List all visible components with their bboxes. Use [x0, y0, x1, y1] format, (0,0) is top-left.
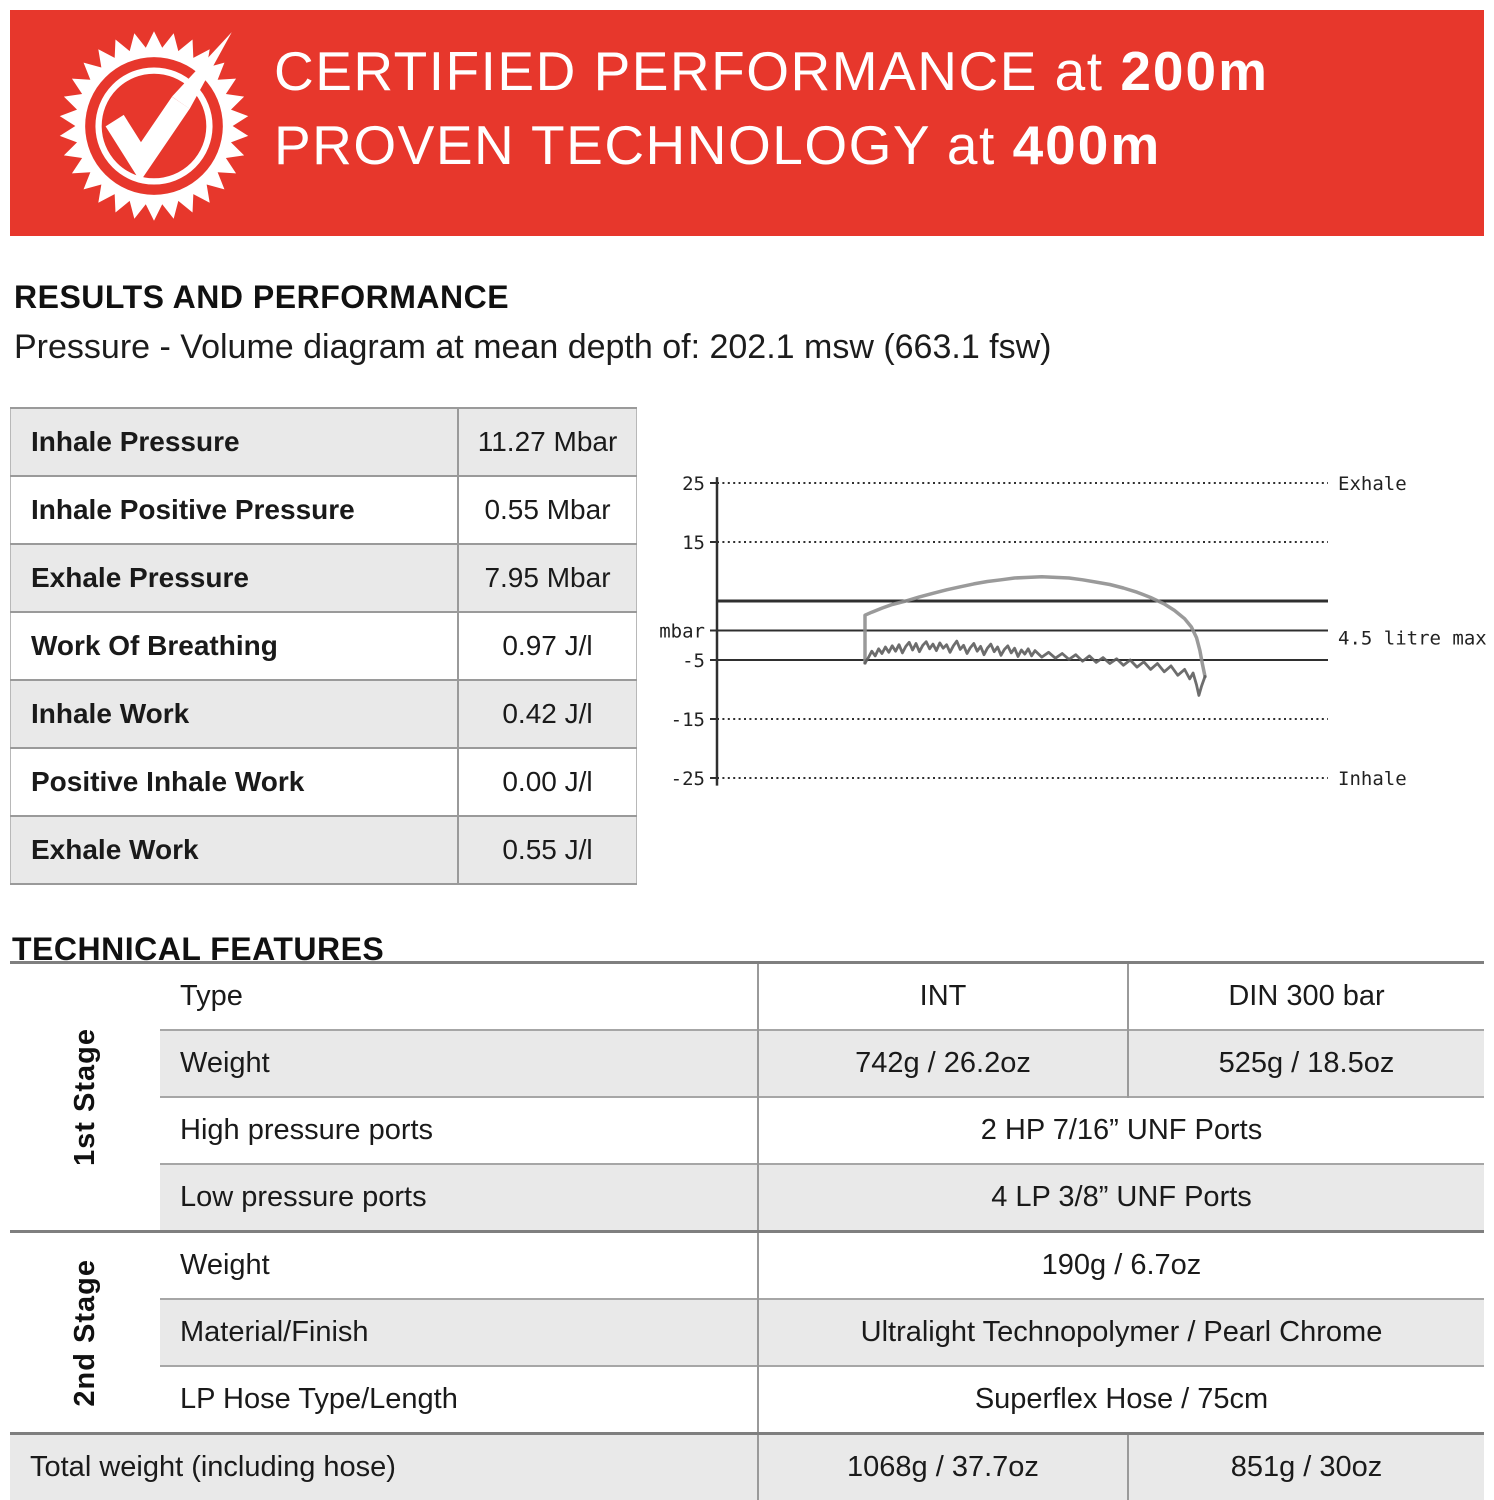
technical-heading: TECHNICAL FEATURES: [12, 930, 385, 967]
hp-ports-value: 2 HP 7/16” UNF Ports: [758, 1096, 1484, 1164]
row-label: LP Hose Type/Length: [160, 1365, 759, 1434]
svg-text:-5: -5: [682, 650, 705, 672]
table-row: Exhale Work 0.55 J/l: [10, 815, 637, 884]
table-row: High pressure ports 2 HP 7/16” UNF Ports: [10, 1096, 1484, 1164]
table-row: Low pressure ports 4 LP 3/8” UNF Ports: [10, 1163, 1484, 1232]
row-label: Weight: [160, 1230, 759, 1299]
row-value: 7.95 Mbar: [458, 543, 637, 612]
total-int-value: 1068g / 37.7oz: [758, 1432, 1129, 1500]
row-label: Positive Inhale Work: [10, 747, 459, 816]
technical-features-table: 1st Stage Type INT DIN 300 bar Weight 74…: [10, 961, 1484, 1500]
table-row: Exhale Pressure 7.95 Mbar: [10, 543, 637, 612]
svg-text:25: 25: [682, 473, 705, 495]
hose-value: Superflex Hose / 75cm: [758, 1365, 1484, 1434]
banner-line-2-text: PROVEN TECHNOLOGY at: [274, 114, 1013, 176]
table-row: LP Hose Type/Length Superflex Hose / 75c…: [10, 1365, 1484, 1434]
row-value: 0.42 J/l: [458, 679, 637, 748]
svg-text:-25: -25: [671, 768, 705, 790]
row-label: Inhale Pressure: [10, 408, 459, 476]
banner-line-1-text: CERTIFIED PERFORMANCE at: [274, 40, 1121, 102]
table-row: Total weight (including hose) 1068g / 37…: [10, 1432, 1484, 1500]
row-label: Weight: [160, 1029, 759, 1097]
row-label: Exhale Work: [10, 815, 459, 884]
svg-text:4.5 litre max: 4.5 litre max: [1338, 628, 1487, 650]
stage2-label: 2nd Stage: [68, 1258, 101, 1407]
weight1-int-value: 742g / 26.2oz: [758, 1029, 1129, 1097]
svg-text:-15: -15: [671, 709, 705, 731]
lp-ports-value: 4 LP 3/8” UNF Ports: [758, 1163, 1484, 1232]
banner-line-2: PROVEN TECHNOLOGY at 400m: [274, 108, 1269, 182]
row-label: High pressure ports: [160, 1096, 759, 1164]
svg-text:15: 15: [682, 532, 705, 554]
results-heading: RESULTS AND PERFORMANCE: [14, 279, 510, 316]
svg-text:Exhale: Exhale: [1338, 473, 1407, 495]
results-table: Inhale Pressure 11.27 Mbar Inhale Positi…: [10, 407, 637, 885]
type-int-value: INT: [758, 962, 1129, 1030]
table-row: Inhale Positive Pressure 0.55 Mbar: [10, 475, 637, 544]
row-label: Inhale Positive Pressure: [10, 475, 459, 544]
banner-line-1-depth: 200m: [1120, 40, 1269, 102]
type-din-value: DIN 300 bar: [1228, 980, 1385, 1012]
row-label: Type: [160, 962, 759, 1030]
stage1-header: 1st Stage: [10, 962, 160, 1232]
stage1-label: 1st Stage: [68, 1028, 101, 1166]
row-label: Inhale Work: [10, 679, 459, 748]
table-row: Weight 742g / 26.2oz 525g / 18.5oz: [10, 1029, 1484, 1097]
material-value: Ultralight Technopolymer / Pearl Chrome: [758, 1298, 1484, 1366]
certified-checkmark-seal-icon: [59, 31, 249, 221]
row-label: Material/Finish: [160, 1298, 759, 1366]
table-row: Inhale Work 0.42 J/l: [10, 679, 637, 748]
table-row: Work Of Breathing 0.97 J/l: [10, 611, 637, 680]
weight2-value: 190g / 6.7oz: [758, 1230, 1484, 1299]
row-value: 0.55 J/l: [458, 815, 637, 884]
row-label: Work Of Breathing: [10, 611, 459, 680]
row-value: 0.00 J/l: [458, 747, 637, 816]
weight1-din-value: 525g / 18.5oz: [1128, 1029, 1484, 1097]
stage2-header: 2nd Stage: [10, 1230, 160, 1434]
table-row: 2nd Stage Weight 190g / 6.7oz: [10, 1230, 1484, 1434]
pressure-volume-chart: 25 15 mbar -5 -15 -25 Exhale 4.5 litre max Inhal…: [660, 473, 1487, 790]
table-row: Inhale Pressure 11.27 Mbar: [10, 408, 637, 476]
table-row: 1st Stage Type INT DIN 300 bar: [10, 962, 1484, 1232]
banner-line-2-depth: 400m: [1012, 114, 1162, 176]
row-label: Exhale Pressure: [10, 543, 459, 612]
svg-text:mbar: mbar: [660, 621, 705, 643]
table-row: Positive Inhale Work 0.00 J/l: [10, 747, 637, 816]
table-row: Material/Finish Ultralight Technopolymer…: [10, 1298, 1484, 1366]
certification-banner: CERTIFIED PERFORMANCE at 200m PROVEN TEC…: [10, 10, 1484, 236]
row-value: 0.55 Mbar: [458, 475, 637, 544]
banner-text: CERTIFIED PERFORMANCE at 200m PROVEN TEC…: [274, 34, 1269, 182]
total-din-value: 851g / 30oz: [1128, 1432, 1484, 1500]
row-value: 0.97 J/l: [458, 611, 637, 680]
row-label: Low pressure ports: [160, 1163, 759, 1232]
row-value: 11.27 Mbar: [458, 408, 637, 476]
total-weight-label: Total weight (including hose): [10, 1432, 759, 1500]
svg-text:Inhale: Inhale: [1338, 768, 1407, 790]
banner-line-1: CERTIFIED PERFORMANCE at 200m: [274, 34, 1269, 108]
pv-diagram-caption: Pressure - Volume diagram at mean depth …: [14, 328, 1052, 366]
